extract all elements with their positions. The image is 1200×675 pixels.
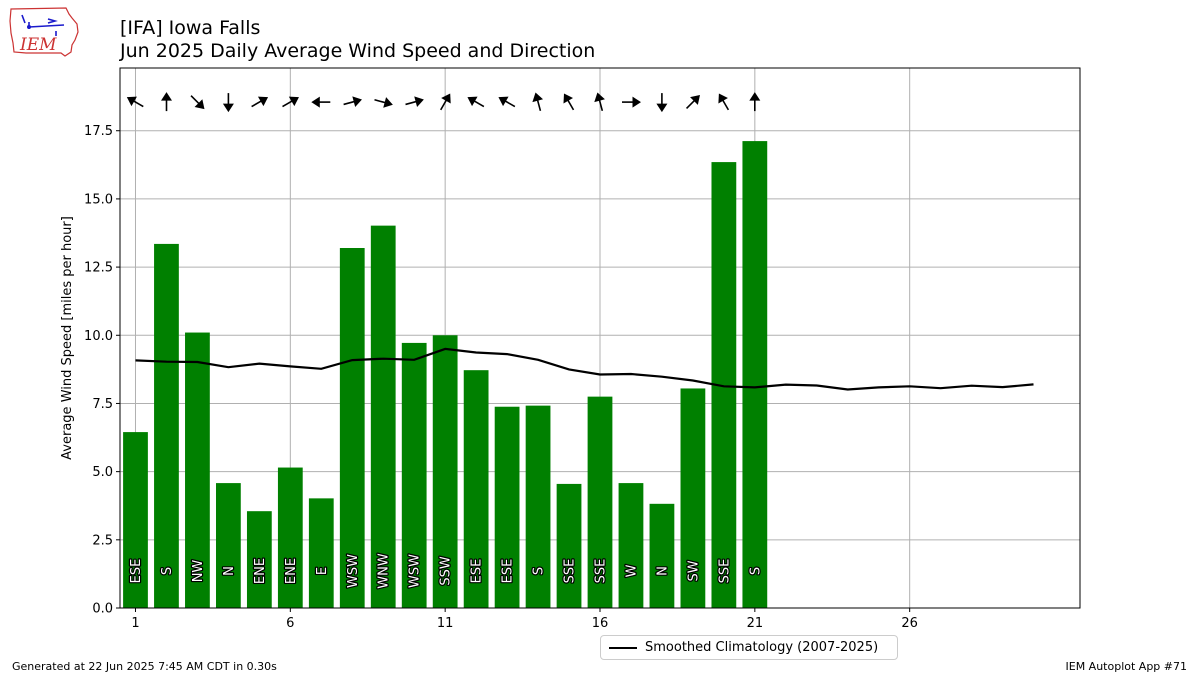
wind-direction-arrow (161, 92, 172, 112)
y-tick-label: 12.5 (84, 261, 113, 276)
wind-speed-bar (308, 498, 334, 608)
direction-label: W (624, 564, 639, 577)
wind-speed-bar (587, 396, 613, 608)
direction-label: S (748, 567, 763, 575)
direction-label: NW (191, 560, 206, 583)
direction-label: ESE (470, 559, 485, 584)
chart-subtitle: Jun 2025 Daily Average Wind Speed and Di… (120, 40, 596, 62)
x-tick-label: 11 (437, 616, 454, 631)
axis-ticks-group: 1 6 11 16 21 260.02.55.07.510.012.515.017.5 (84, 124, 918, 631)
wind-direction-arrow (190, 95, 205, 110)
wind-speed-bar (216, 483, 241, 608)
wind-direction-arrow (749, 92, 761, 112)
y-tick-label: 5.0 (92, 465, 113, 480)
wind-arrows-group (126, 92, 761, 113)
x-tick-label: 6 (286, 616, 294, 631)
y-tick-label: 0.0 (92, 602, 113, 617)
wind-speed-bar (556, 483, 582, 608)
wind-direction-arrow (343, 96, 362, 108)
wind-speed-bar (742, 141, 768, 608)
wind-direction-arrow (440, 93, 451, 111)
wind-direction-arrow (563, 93, 575, 111)
direction-label: ESE (129, 559, 144, 584)
legend: Smoothed Climatology (2007-2025) (600, 635, 898, 660)
wind-direction-arrow (594, 92, 605, 112)
direction-label: SSW (439, 556, 454, 586)
direction-label: ENE (253, 558, 268, 584)
wind-speed-bar (123, 432, 148, 608)
direction-label: S (532, 567, 547, 575)
direction-label: SW (686, 560, 701, 581)
direction-label: S (160, 567, 175, 575)
wind-speed-bar (649, 503, 675, 608)
direction-label: WNW (377, 553, 392, 589)
wind-direction-arrow (718, 93, 730, 111)
legend-label: Smoothed Climatology (2007-2025) (645, 640, 879, 655)
wind-direction-arrow (311, 96, 331, 108)
bars-group (123, 141, 768, 609)
wind-speed-bar (154, 243, 179, 608)
wind-direction-arrow (374, 97, 393, 108)
wind-speed-bar (618, 483, 644, 608)
plot-frame (119, 67, 1081, 609)
direction-label: N (655, 566, 670, 576)
direction-label: SSE (563, 559, 578, 584)
wind-direction-arrow (656, 93, 668, 113)
x-tick-label: 1 (131, 616, 139, 631)
direction-label: WSW (346, 554, 361, 588)
direction-label: ESE (501, 559, 516, 584)
wind-direction-arrow (532, 92, 544, 112)
wind-speed-bar (339, 248, 365, 608)
x-tick-label: 26 (901, 616, 918, 631)
wind-direction-arrow (498, 96, 516, 108)
wind-speed-bar (370, 225, 396, 609)
wind-direction-arrow (685, 95, 700, 110)
app-credit: IEM Autoplot App #71 (1065, 660, 1188, 673)
iem-logo: IEM (9, 7, 79, 57)
wind-direction-arrow (126, 96, 144, 108)
direction-label: E (315, 567, 330, 575)
wind-direction-arrow (251, 96, 269, 108)
wind-direction-arrow (467, 96, 485, 108)
wind-speed-bar (401, 342, 427, 608)
y-tick-label: 7.5 (92, 397, 113, 412)
direction-label: ENE (284, 558, 299, 584)
wind-speed-bar (525, 405, 551, 608)
generated-timestamp: Generated at 22 Jun 2025 7:45 AM CDT in … (12, 660, 277, 673)
iowa-outline-shape (9, 7, 79, 57)
direction-label: SSE (717, 559, 732, 584)
wind-speed-bar (185, 332, 210, 608)
legend-line-swatch (609, 647, 637, 649)
direction-label: N (222, 566, 237, 576)
wind-speed-bar (463, 370, 489, 608)
wind-speed-bar (277, 467, 303, 608)
direction-label: WSW (408, 554, 423, 588)
climatology-line-group (135, 347, 1034, 391)
wind-speed-bar (246, 511, 272, 608)
chart-title: [IFA] Iowa Falls (120, 17, 261, 39)
wind-direction-arrow (405, 96, 424, 108)
direction-label: SSE (594, 559, 609, 584)
wind-direction-arrow (282, 96, 299, 108)
y-tick-label: 2.5 (92, 533, 113, 548)
wind-speed-bar (494, 406, 520, 608)
y-tick-label: 17.5 (84, 124, 113, 139)
logo-text: IEM (19, 35, 57, 55)
direction-labels-group: ESE S NW N ENE ENE E WSW WNW WSW SSW ESE ESE S SSE SSE W… (128, 552, 765, 590)
x-tick-label: 21 (747, 616, 764, 631)
climatology-line (135, 347, 1034, 391)
wind-direction-arrow (222, 93, 234, 113)
y-axis-label: Average Wind Speed [miles per hour] (60, 216, 75, 460)
wind-speed-bar (432, 335, 458, 608)
wind-speed-bar (680, 388, 706, 608)
y-tick-label: 10.0 (84, 329, 113, 344)
wind-direction-arrow (622, 96, 641, 108)
y-tick-label: 15.0 (84, 192, 113, 207)
x-tick-label: 16 (592, 616, 609, 631)
